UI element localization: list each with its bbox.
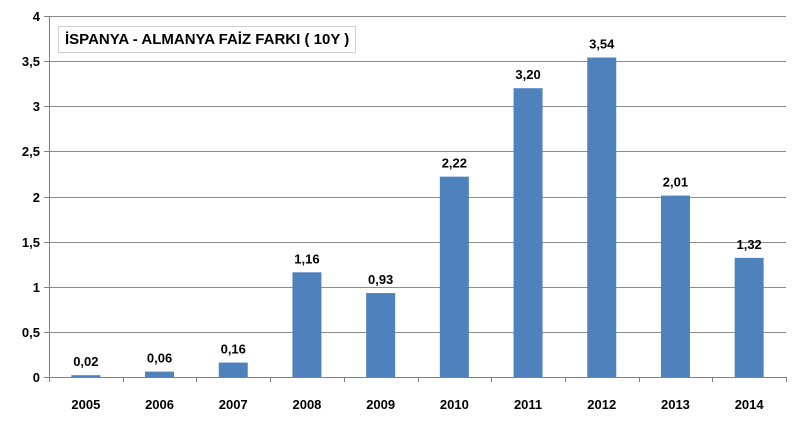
bar-2008 [292, 272, 322, 377]
y-tick-label: 2,5 [22, 144, 40, 159]
y-tick-label: 2 [33, 190, 40, 205]
x-tick-label-2012: 2012 [587, 397, 616, 412]
data-label-2013: 2,01 [663, 175, 688, 190]
x-tick-label-2006: 2006 [145, 397, 174, 412]
data-label-2006: 0,06 [147, 351, 172, 366]
x-tick-label-2010: 2010 [440, 397, 469, 412]
bar-2007 [218, 362, 248, 377]
x-tick-label-2008: 2008 [292, 397, 321, 412]
x-tick-label-2014: 2014 [735, 397, 765, 412]
data-label-2012: 3,54 [589, 37, 615, 52]
x-tick-label-2011: 2011 [514, 397, 542, 412]
bar-2006 [145, 371, 175, 377]
y-tick-label: 3 [33, 99, 40, 114]
data-label-2010: 2,22 [442, 156, 467, 171]
data-label-2014: 1,32 [736, 237, 761, 252]
x-tick-label-2013: 2013 [661, 397, 690, 412]
y-tick-label: 0 [33, 370, 40, 385]
bar-2005 [71, 375, 101, 377]
data-label-2008: 1,16 [294, 251, 319, 266]
x-tick-label-2009: 2009 [366, 397, 395, 412]
chart-title: İSPANYA - ALMANYA FAİZ FARKI ( 10Y ) [58, 26, 357, 53]
x-tick-label-2005: 2005 [71, 397, 100, 412]
data-label-2007: 0,16 [221, 342, 246, 357]
data-label-2009: 0,93 [368, 272, 393, 287]
y-tick-label: 4 [33, 9, 41, 24]
bar-2012 [587, 57, 617, 377]
bar-2013 [660, 195, 690, 377]
bar-2010 [439, 176, 469, 377]
x-tick-label-2007: 2007 [219, 397, 248, 412]
bar-2009 [366, 293, 396, 377]
y-tick-label: 3,5 [22, 54, 40, 69]
bar-2014 [734, 257, 764, 377]
data-label-2011: 3,20 [515, 67, 540, 82]
data-label-2005: 0,02 [73, 354, 98, 369]
bar-2011 [513, 88, 543, 377]
y-tick-label: 1 [33, 280, 40, 295]
y-tick-label: 1,5 [22, 235, 40, 250]
y-tick-label: 0,5 [22, 325, 40, 340]
